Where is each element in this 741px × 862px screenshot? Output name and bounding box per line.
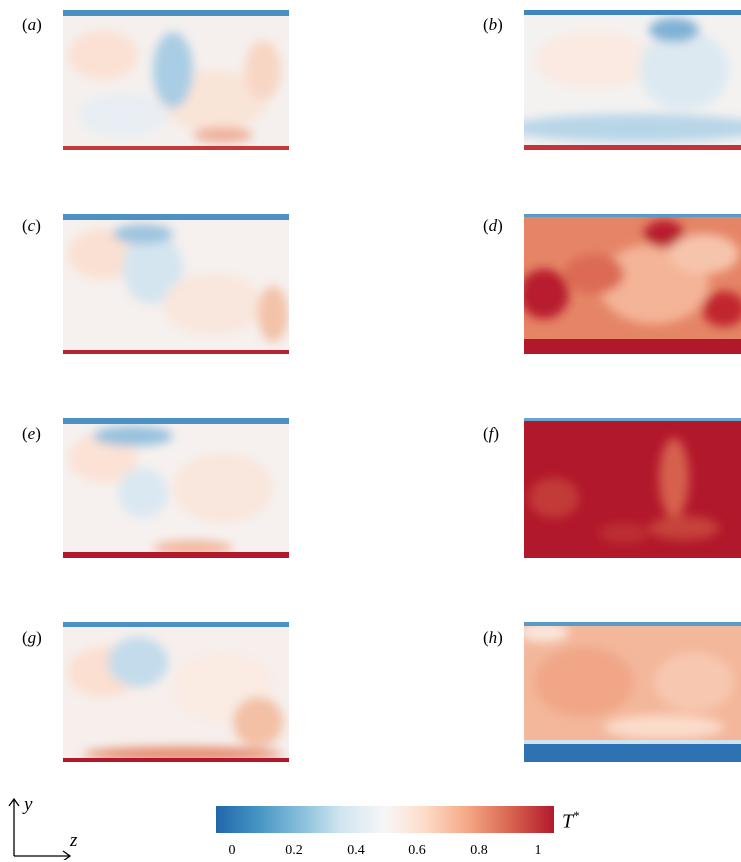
temperature-field-b <box>524 10 741 150</box>
temperature-field-d <box>524 214 741 354</box>
y-axis-label: y <box>24 794 33 815</box>
z-axis-label: z <box>70 830 78 851</box>
axis-indicator <box>8 797 72 860</box>
panel-label-g: (g) <box>22 628 42 647</box>
colorbar-tick: 1 <box>534 843 542 858</box>
temperature-field-h <box>524 622 741 762</box>
colorbar-tick: 0.6 <box>408 843 426 858</box>
colorbar-tick: 0.2 <box>285 843 303 858</box>
temperature-field-c <box>63 214 289 354</box>
temperature-field-e <box>63 418 289 558</box>
colorbar-label: T* <box>562 808 580 833</box>
panel-label-a: (a) <box>22 15 42 34</box>
colorbar <box>216 806 554 833</box>
temperature-field-a <box>63 10 289 150</box>
panel-label-h: (h) <box>483 628 503 647</box>
panel-label-c: (c) <box>22 216 41 235</box>
colorbar-tick: 0.4 <box>347 843 365 858</box>
panel-label-f: (f) <box>483 424 500 443</box>
colorbar-tick: 0 <box>228 843 236 858</box>
temperature-field-f <box>524 418 741 558</box>
panel-label-b: (b) <box>483 15 503 34</box>
temperature-field-g <box>63 622 289 762</box>
panel-label-d: (d) <box>483 216 503 235</box>
colorbar-tick: 0.8 <box>470 843 488 858</box>
panel-label-e: (e) <box>22 424 41 443</box>
